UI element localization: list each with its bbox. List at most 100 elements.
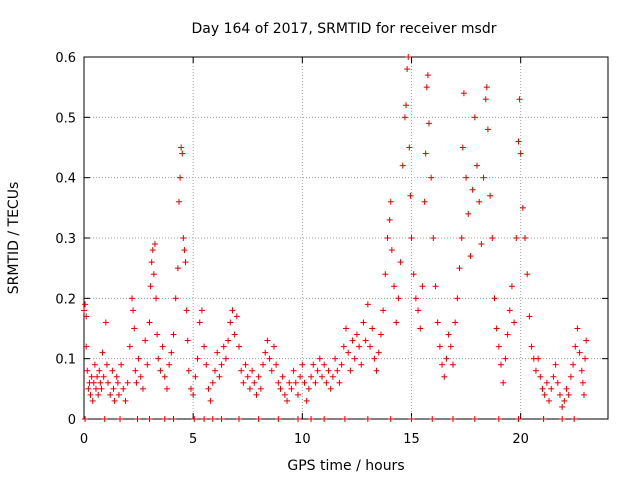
data-point bbox=[526, 313, 533, 320]
data-point bbox=[343, 325, 349, 332]
data-point bbox=[126, 343, 133, 350]
data-point bbox=[482, 96, 489, 103]
data-point bbox=[489, 235, 496, 241]
data-point bbox=[445, 331, 452, 338]
data-point bbox=[382, 271, 389, 278]
data-point bbox=[443, 355, 450, 362]
data-point bbox=[463, 174, 470, 181]
data-point bbox=[110, 385, 117, 392]
data-point bbox=[517, 150, 524, 157]
data-point bbox=[395, 295, 402, 302]
data-point bbox=[425, 120, 432, 127]
data-point bbox=[502, 355, 509, 362]
data-point bbox=[325, 367, 332, 374]
data-point bbox=[233, 313, 240, 320]
data-point bbox=[424, 72, 431, 79]
data-point bbox=[184, 337, 191, 344]
data-point bbox=[399, 162, 406, 169]
data-point bbox=[310, 361, 317, 368]
data-point bbox=[474, 162, 480, 169]
data-point bbox=[133, 379, 140, 386]
data-point bbox=[264, 337, 271, 344]
data-point bbox=[563, 385, 570, 392]
axis-ticks: 0 0.1 0.2 0.3 0.4 0.5 0.6 0 5 10 15 20 bbox=[55, 51, 608, 447]
y-tick-label: 0.1 bbox=[55, 353, 76, 368]
data-point bbox=[504, 331, 511, 338]
data-point bbox=[329, 373, 336, 380]
data-point bbox=[284, 397, 291, 404]
data-point bbox=[554, 379, 561, 386]
data-point bbox=[85, 385, 92, 392]
data-point bbox=[246, 385, 253, 392]
data-point bbox=[151, 241, 158, 248]
data-point bbox=[341, 416, 348, 422]
data-point bbox=[506, 307, 513, 314]
data-point bbox=[387, 416, 394, 422]
data-point bbox=[266, 355, 273, 362]
data-point bbox=[88, 373, 95, 380]
data-point bbox=[268, 367, 275, 374]
data-point bbox=[397, 259, 404, 266]
data-point bbox=[441, 373, 448, 380]
data-point bbox=[495, 416, 502, 422]
data-point bbox=[548, 385, 555, 392]
data-point bbox=[196, 319, 203, 326]
data-point bbox=[159, 343, 166, 350]
data-point bbox=[552, 361, 559, 368]
data-point bbox=[148, 259, 155, 266]
data-point bbox=[286, 379, 293, 386]
data-point bbox=[131, 325, 138, 332]
data-point bbox=[107, 391, 114, 398]
data-point bbox=[314, 367, 321, 374]
data-point bbox=[452, 319, 459, 326]
data-point bbox=[149, 247, 156, 254]
data-point bbox=[362, 337, 369, 344]
data-point bbox=[580, 391, 587, 398]
data-point bbox=[524, 271, 531, 278]
data-point bbox=[120, 385, 127, 392]
data-point bbox=[471, 416, 478, 422]
data-point bbox=[192, 373, 199, 380]
data-point bbox=[91, 361, 98, 368]
data-point bbox=[150, 271, 157, 278]
y-tick-label: 0.6 bbox=[55, 51, 76, 66]
data-point bbox=[428, 174, 435, 181]
data-point bbox=[570, 361, 577, 368]
data-point bbox=[205, 385, 212, 392]
data-point bbox=[459, 144, 466, 151]
data-point bbox=[571, 416, 578, 422]
data-point bbox=[388, 247, 395, 254]
data-point bbox=[495, 343, 502, 350]
data-point bbox=[550, 373, 557, 380]
data-point bbox=[582, 355, 589, 362]
data-point bbox=[137, 373, 144, 380]
data-point bbox=[172, 295, 179, 302]
data-point bbox=[373, 367, 380, 374]
data-point bbox=[122, 397, 129, 404]
data-point bbox=[249, 367, 256, 374]
data-point bbox=[567, 373, 574, 380]
data-point bbox=[253, 391, 260, 398]
data-point bbox=[201, 343, 208, 350]
data-point bbox=[201, 416, 208, 422]
data-point bbox=[198, 307, 205, 314]
data-point bbox=[182, 259, 189, 266]
data-point bbox=[430, 235, 437, 241]
data-point bbox=[351, 355, 358, 362]
data-point bbox=[447, 343, 454, 350]
data-point bbox=[99, 349, 106, 356]
data-point bbox=[528, 343, 535, 350]
data-point bbox=[262, 349, 269, 356]
data-point bbox=[93, 385, 100, 392]
data-point bbox=[340, 343, 347, 350]
data-point bbox=[519, 204, 526, 211]
data-point bbox=[83, 313, 90, 320]
data-point bbox=[543, 379, 550, 386]
data-point bbox=[129, 295, 136, 302]
data-point bbox=[81, 307, 87, 314]
data-point bbox=[408, 235, 415, 241]
data-point bbox=[303, 397, 310, 404]
data-point bbox=[270, 343, 277, 350]
data-point bbox=[124, 379, 131, 386]
data-point bbox=[194, 355, 201, 362]
